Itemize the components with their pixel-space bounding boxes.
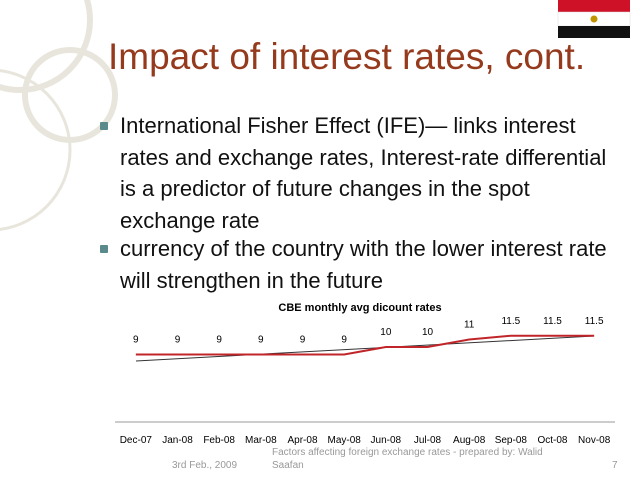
value-label: 11.5 <box>543 316 562 327</box>
x-tick-label: Nov-08 <box>578 435 611 446</box>
decoration <box>0 0 118 231</box>
value-label: 9 <box>300 335 306 346</box>
page-number: 7 <box>612 460 618 471</box>
value-label: 11.5 <box>585 316 604 327</box>
data-line <box>135 334 595 356</box>
x-tick-label: Sep-08 <box>495 435 528 446</box>
value-label: 9 <box>258 335 264 346</box>
value-label: 10 <box>380 327 392 338</box>
x-tick-label: Mar-08 <box>245 435 277 446</box>
bullet: International Fisher Effect (IFE)— links… <box>100 110 612 236</box>
x-tick-label: May-08 <box>327 435 361 446</box>
value-label: 11 <box>464 320 475 331</box>
value-label: 9 <box>341 335 347 346</box>
chart-title: CBE monthly avg dicount rates <box>278 302 441 314</box>
slide-title: Impact of interest rates, cont. <box>108 36 586 77</box>
value-label: 9 <box>216 335 222 346</box>
bullet: currency of the country with the lower i… <box>100 233 612 296</box>
flag <box>557 0 631 38</box>
x-tick-label: Apr-08 <box>287 435 317 446</box>
value-label: 9 <box>175 335 181 346</box>
value-label: 11.5 <box>501 316 520 327</box>
footer-date: 3rd Feb., 2009 <box>172 460 238 471</box>
x-tick-label: Jan-08 <box>162 435 193 446</box>
footer-text: Factors affecting foreign exchange rates… <box>272 447 543 471</box>
value-label: 10 <box>422 327 434 338</box>
x-tick-label: Jul-08 <box>414 435 442 446</box>
x-tick-label: Aug-08 <box>453 435 486 446</box>
x-tick-label: Feb-08 <box>203 435 235 446</box>
x-tick-label: Dec-07 <box>120 435 153 446</box>
x-tick-label: Jun-08 <box>371 435 402 446</box>
value-label: 9 <box>133 335 139 346</box>
x-tick-label: Oct-08 <box>537 435 567 446</box>
trend-line <box>135 335 595 362</box>
